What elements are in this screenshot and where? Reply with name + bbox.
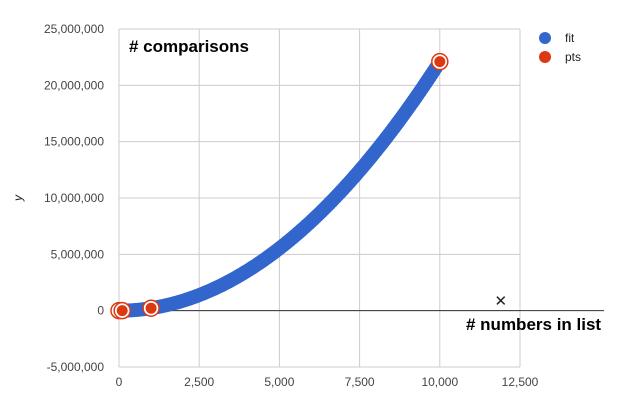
legend-label-fit: fit	[565, 31, 575, 45]
legend-item-fit[interactable]: fit	[539, 31, 575, 45]
pts-point-3[interactable]	[434, 56, 446, 68]
y-tick-label-5: 0	[97, 304, 104, 318]
grid	[118, 28, 521, 368]
annotation-numbers-in-list: # numbers in list	[466, 315, 601, 334]
y-tick-label-2: 15,000,000	[44, 135, 104, 149]
x-tick-label-3: 7,500	[345, 375, 375, 389]
y-tick-label-6: -5,000,000	[47, 360, 105, 374]
y-tick-label-4: 5,000,000	[51, 247, 105, 261]
y-axis-label: y	[11, 194, 25, 202]
x-tick-label-5: 12,500	[502, 375, 539, 389]
y-axis-ticks: 25,000,000 20,000,000 15,000,000 10,000,000…	[44, 22, 104, 374]
y-tick-label-1: 20,000,000	[44, 78, 104, 92]
y-tick-label-0: 25,000,000	[44, 22, 104, 36]
legend[interactable]: fit pts	[539, 31, 581, 64]
x-tick-label-1: 2,500	[184, 375, 214, 389]
legend-label-pts: pts	[565, 50, 581, 64]
x-axis-ticks: 0 2,500 5,000 7,500 10,000 12,500	[116, 375, 539, 389]
legend-swatch-pts	[539, 51, 551, 63]
pts-point-1[interactable]	[116, 305, 128, 317]
pts-point-2[interactable]	[145, 302, 157, 314]
pts-series	[110, 52, 449, 320]
legend-swatch-fit	[539, 32, 551, 44]
x-marker-symbol: ✕	[494, 292, 507, 310]
y-tick-label-3: 10,000,000	[44, 191, 104, 205]
x-tick-label-2: 5,000	[264, 375, 294, 389]
annotation-comparisons: # comparisons	[129, 37, 249, 56]
legend-item-pts[interactable]: pts	[539, 50, 581, 64]
x-tick-label-4: 10,000	[421, 375, 458, 389]
x-tick-label-0: 0	[116, 375, 123, 389]
